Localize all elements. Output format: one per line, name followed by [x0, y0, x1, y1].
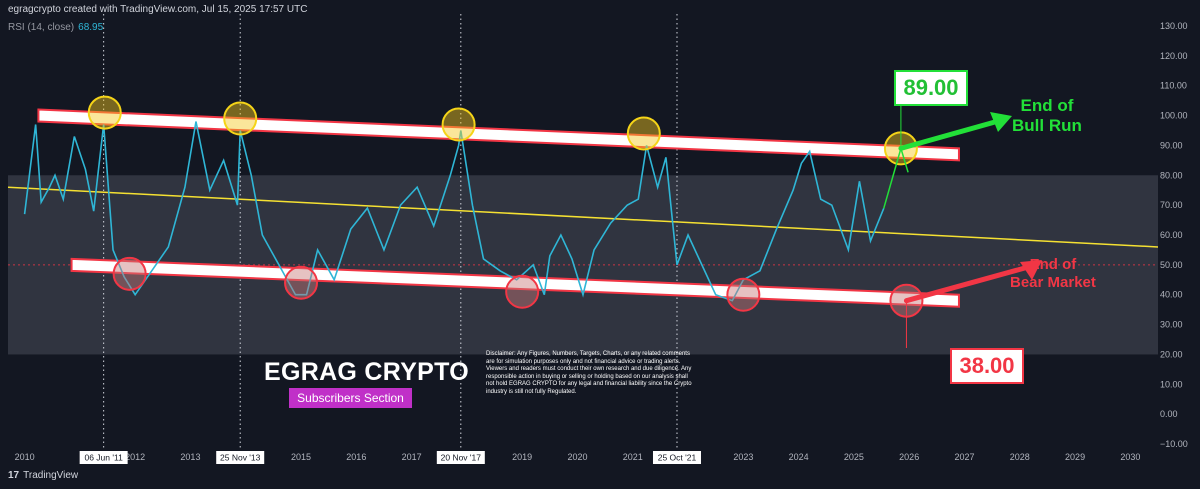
x-tick-label: 2020 [567, 452, 587, 462]
bear-callout-line1: End of [1029, 256, 1077, 273]
bear-callout: End of Bear Market [1010, 256, 1096, 292]
x-highlight-label: 25 Nov '13 [220, 453, 261, 463]
x-tick-label: 2010 [15, 452, 35, 462]
y-tick-label: 10.00 [1160, 379, 1183, 389]
bear-arrow-shaft [905, 263, 1033, 304]
y-axis[interactable]: 130.00 120.00 110.00 100.00 90.00 80.00 70.00 6… [1160, 21, 1188, 449]
brand-title: EGRAG CRYPTO [264, 358, 470, 386]
x-highlight-bg [436, 451, 485, 464]
pivot-low-circle [284, 265, 319, 300]
bull-callout: End of Bull Run [1012, 96, 1082, 136]
y-tick-label: −10.00 [1160, 439, 1188, 449]
pivot-high-circle [87, 95, 122, 130]
indicator-value: 68.95 [78, 22, 104, 33]
bull-arrow-shaft [900, 117, 1003, 151]
x-highlight-bg [216, 451, 265, 464]
x-highlight-label: 06 Jun '11 [84, 453, 123, 463]
pivot-low-circle [726, 277, 761, 312]
pivot-circles [87, 95, 924, 318]
x-tick-label: 2012 [125, 452, 145, 462]
date-markers [103, 14, 678, 450]
x-tick-label: 2027 [954, 452, 974, 462]
x-tick-label: 2030 [1120, 452, 1140, 462]
y-tick-label: 100.00 [1160, 111, 1188, 121]
target-high-box: 89.00 [894, 70, 968, 106]
y-tick-label: 130.00 [1160, 21, 1188, 31]
y-tick-label: 50.00 [1160, 260, 1183, 270]
tradingview-logo-icon: 17 [8, 470, 20, 481]
rsi-projection-line [883, 148, 902, 209]
y-tick-label: 90.00 [1160, 140, 1183, 150]
x-tick-label: 2017 [402, 452, 422, 462]
x-highlight-bg [79, 451, 128, 464]
tradingview-logo-text: TradingView [23, 470, 79, 481]
y-tick-label: 80.00 [1160, 170, 1183, 180]
y-tick-label: 30.00 [1160, 320, 1183, 330]
support-channel [70, 257, 960, 308]
y-tick-label: 20.00 [1160, 349, 1183, 359]
x-tick-label: 2023 [733, 452, 753, 462]
bull-callout-line1: End of [1020, 96, 1074, 115]
trend-line [7, 186, 1159, 248]
x-tick-label: 2024 [789, 452, 809, 462]
x-highlight-label: 20 Nov '17 [441, 453, 482, 463]
y-tick-label: 120.00 [1160, 51, 1188, 61]
tradingview-logo[interactable]: 17 TradingView [8, 470, 78, 481]
x-tick-label: 2015 [291, 452, 311, 462]
bull-callout-line2: Bull Run [1012, 116, 1082, 135]
resistance-channel [37, 108, 960, 162]
pivot-high-circle [223, 101, 258, 136]
rsi-projection-line [900, 148, 909, 173]
y-tick-label: 0.00 [1160, 409, 1178, 419]
pivot-high-circle [626, 116, 661, 151]
pivot-low-circle [505, 274, 540, 309]
x-tick-label: 2025 [844, 452, 864, 462]
y-tick-label: 70.00 [1160, 200, 1183, 210]
indicator-label: RSI (14, close) [8, 22, 75, 33]
x-tick-label: 2021 [623, 452, 643, 462]
y-tick-label: 40.00 [1160, 290, 1183, 300]
x-tick-label: 2029 [1065, 452, 1085, 462]
bear-callout-line2: Bear Market [1010, 274, 1096, 291]
x-highlight-label: 25 Oct '21 [658, 453, 697, 463]
x-highlight-bg [652, 451, 701, 464]
bear-arrow-head [1020, 260, 1042, 280]
disclaimer-text: Disclaimer: Any Figures, Numbers, Target… [486, 351, 692, 395]
y-tick-label: 60.00 [1160, 230, 1183, 240]
x-tick-label: 2028 [1010, 452, 1030, 462]
x-axis[interactable]: 2010 2012 2013 2015 2016 2017 2019 2020 2021 2023… [15, 451, 1141, 464]
target-low-box: 38.00 [950, 348, 1024, 384]
chart-header: egragcrypto created with TradingView.com… [8, 4, 308, 15]
x-tick-label: 2016 [346, 452, 366, 462]
projection-arrows [883, 100, 1042, 348]
x-tick-label: 2013 [180, 452, 200, 462]
subscribers-badge: Subscribers Section [289, 388, 412, 408]
indicator-legend[interactable]: RSI (14, close) 68.95 [8, 22, 103, 33]
y-tick-label: 110.00 [1160, 81, 1187, 91]
pivot-high-circle [441, 107, 476, 142]
bull-arrow-head [990, 112, 1012, 132]
pivot-low-circle [112, 256, 147, 291]
x-tick-label: 2026 [899, 452, 919, 462]
x-tick-label: 2019 [512, 452, 532, 462]
